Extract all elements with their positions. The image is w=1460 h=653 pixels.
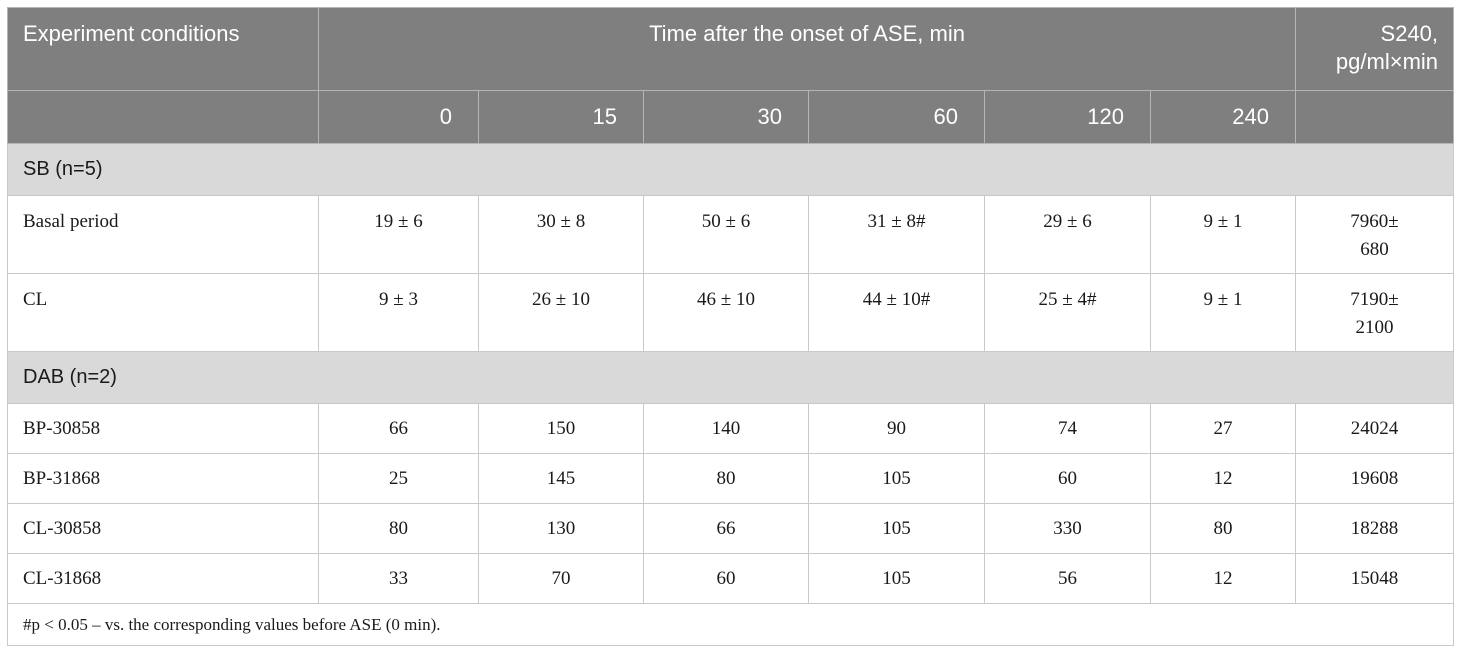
table-row: CL-31868 33 70 60 105 56 12 15048 <box>7 553 1455 604</box>
header-conditions: Experiment conditions <box>7 7 319 91</box>
header-time-120: 120 <box>984 90 1151 144</box>
table-cell: 31 ± 8# <box>808 195 985 274</box>
row-label: CL-31868 <box>7 553 319 604</box>
row-label: CL-30858 <box>7 503 319 554</box>
table-cell: 60 <box>643 553 809 604</box>
row-label: Basal period <box>7 195 319 274</box>
table-cell: 80 <box>1149 503 1297 554</box>
table-cell: 80 <box>643 453 809 504</box>
s240-cell: 18288 <box>1295 503 1455 554</box>
header-row-2: 0 15 30 60 120 240 <box>7 90 1455 144</box>
header-empty-right <box>1295 90 1455 144</box>
header-time-240: 240 <box>1149 90 1297 144</box>
table-cell: 90 <box>808 403 985 454</box>
s240-line2: 2100 <box>1355 317 1394 338</box>
table-cell: 140 <box>643 403 809 454</box>
table-cell: 9 ± 1 <box>1149 195 1297 274</box>
table-cell: 12 <box>1149 553 1297 604</box>
group-row-sb: SB (n=5) <box>6 143 1455 196</box>
header-time-30: 30 <box>643 90 809 144</box>
s240-line1: 7190± <box>1350 289 1399 310</box>
table-cell: 12 <box>1149 453 1297 504</box>
footnote-row: #p < 0.05 – vs. the corresponding values… <box>6 603 1455 646</box>
header-row-1: Experiment conditions Time after the ons… <box>7 7 1455 91</box>
header-time: Time after the onset of ASE, min <box>317 7 1297 91</box>
table-cell: 33 <box>318 553 479 604</box>
table-row: Basal period 19 ± 6 30 ± 8 50 ± 6 31 ± 8… <box>7 195 1455 274</box>
header-empty-left <box>7 90 319 144</box>
table-cell: 70 <box>478 553 644 604</box>
table-cell: 66 <box>318 403 479 454</box>
group-label: DAB (n=2) <box>6 351 1455 404</box>
table-cell: 27 <box>1149 403 1297 454</box>
table-cell: 29 ± 6 <box>984 195 1151 274</box>
table-cell: 9 ± 1 <box>1149 273 1297 352</box>
s240-cell: 24024 <box>1295 403 1455 454</box>
table-cell: 66 <box>643 503 809 554</box>
table-cell: 44 ± 10# <box>808 273 985 352</box>
header-s240-line2: pg/ml×min <box>1335 49 1439 74</box>
s240-cell: 15048 <box>1295 553 1455 604</box>
row-label: CL <box>7 273 319 352</box>
header-time-0: 0 <box>318 90 479 144</box>
data-table: Experiment conditions Time after the ons… <box>6 7 1455 646</box>
table-cell: 46 ± 10 <box>643 273 809 352</box>
table-row: BP-31868 25 145 80 105 60 12 19608 <box>7 453 1455 504</box>
table-cell: 50 ± 6 <box>643 195 809 274</box>
table-cell: 25 ± 4# <box>984 273 1151 352</box>
table-row: CL-30858 80 130 66 105 330 80 18288 <box>7 503 1455 554</box>
header-s240-line1: S240, <box>1380 21 1439 46</box>
row-label: BP-30858 <box>7 403 319 454</box>
table-cell: 150 <box>478 403 644 454</box>
table-cell: 19 ± 6 <box>318 195 479 274</box>
footnote: #p < 0.05 – vs. the corresponding values… <box>6 603 1455 646</box>
table-cell: 130 <box>478 503 644 554</box>
table-cell: 9 ± 3 <box>318 273 479 352</box>
s240-line2: 680 <box>1360 239 1389 260</box>
s240-cell: 7190± 2100 <box>1295 273 1455 352</box>
table-row: BP-30858 66 150 140 90 74 27 24024 <box>7 403 1455 454</box>
group-row-dab: DAB (n=2) <box>6 351 1455 404</box>
table-cell: 145 <box>478 453 644 504</box>
table-cell: 105 <box>808 553 985 604</box>
table-cell: 105 <box>808 453 985 504</box>
row-label: BP-31868 <box>7 453 319 504</box>
s240-line1: 7960± <box>1350 211 1399 232</box>
table-cell: 26 ± 10 <box>478 273 644 352</box>
header-s240: S240, pg/ml×min <box>1295 7 1455 91</box>
table-cell: 25 <box>318 453 479 504</box>
table-cell: 80 <box>318 503 479 554</box>
header-time-60: 60 <box>808 90 985 144</box>
table-cell: 330 <box>984 503 1151 554</box>
s240-cell: 7960± 680 <box>1295 195 1455 274</box>
table-cell: 30 ± 8 <box>478 195 644 274</box>
table-cell: 105 <box>808 503 985 554</box>
table-cell: 74 <box>984 403 1151 454</box>
table-row: CL 9 ± 3 26 ± 10 46 ± 10 44 ± 10# 25 ± 4… <box>7 273 1455 352</box>
data-table-container: Experiment conditions Time after the ons… <box>6 7 1455 646</box>
table-cell: 56 <box>984 553 1151 604</box>
table-cell: 60 <box>984 453 1151 504</box>
s240-cell: 19608 <box>1295 453 1455 504</box>
header-time-15: 15 <box>478 90 644 144</box>
group-label: SB (n=5) <box>6 143 1455 196</box>
